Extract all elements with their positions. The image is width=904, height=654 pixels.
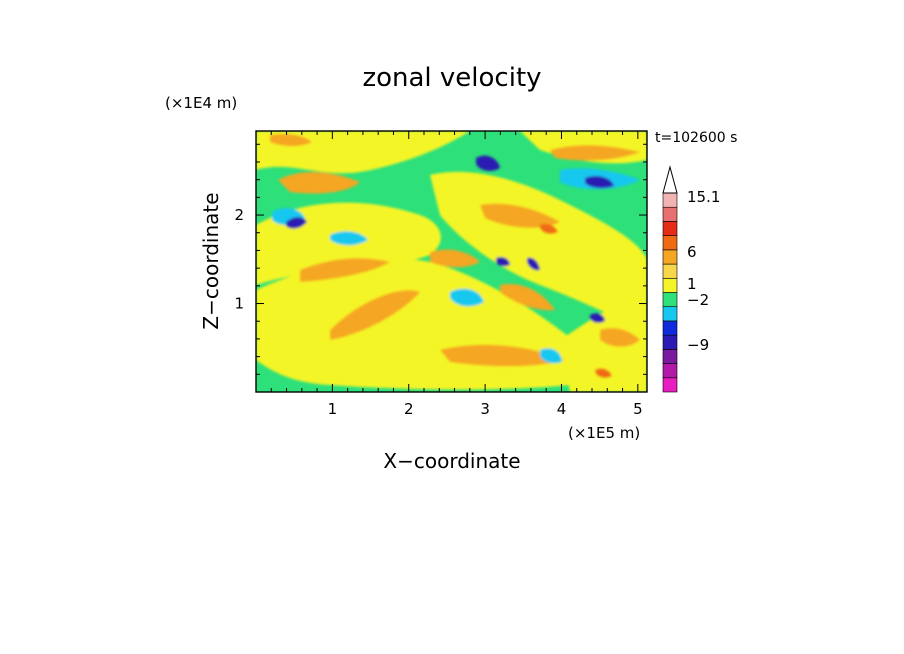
plot-frame [255, 130, 648, 393]
colorbar-tick-label: −2 [687, 291, 709, 309]
contour-blue [476, 155, 500, 171]
contour-blue [585, 175, 614, 189]
contour-blue [590, 313, 605, 323]
contour-cyan [450, 288, 484, 307]
colorbar-tick-label: −9 [687, 336, 709, 354]
colorbar-swatch [662, 221, 678, 236]
colorbar-swatch [662, 320, 678, 336]
time-label: t=102600 s [655, 130, 737, 146]
y-unit-label: (×1E4 m) [165, 94, 237, 112]
x-tick-label: 4 [557, 400, 567, 418]
plot-area [256, 131, 647, 392]
colorbar-swatch [662, 249, 678, 265]
contour-red [540, 223, 558, 234]
chart-title: zonal velocity [362, 63, 541, 93]
y-tick-label: 1 [234, 295, 244, 313]
contour-blue [527, 257, 540, 271]
contour-orange [278, 171, 360, 194]
colorbar-swatch [662, 377, 678, 393]
contour-orange [500, 284, 555, 311]
axes: 1 2 3 4 5 1 2 [234, 131, 647, 418]
colorbar-swatch [662, 263, 678, 279]
colorbar-tick-label: 6 [687, 243, 697, 261]
colorbar-swatch [662, 306, 678, 322]
colorbar-swatch [662, 277, 678, 293]
colorbar: 15.1 6 1−2 −9 [662, 165, 720, 393]
contour-orange [480, 203, 560, 228]
colorbar-tick-label: 15.1 [687, 188, 720, 206]
contour-orange [550, 145, 640, 161]
contour-orange [330, 290, 420, 340]
x-tick-label: 1 [328, 400, 338, 418]
colorbar-swatch [662, 235, 678, 251]
colorbar-swatch [662, 206, 678, 222]
contour-cyan [330, 231, 368, 246]
contour-blue [496, 256, 510, 267]
colorbar-swatch [662, 334, 678, 350]
contour-orange [270, 133, 312, 147]
field-contours [256, 131, 647, 392]
colorbar-extend-arrow [662, 165, 678, 194]
contour-blue [286, 217, 307, 229]
colorbar-tick-label: 1 [687, 275, 697, 293]
contour-cyan [540, 348, 562, 364]
x-unit-label: (×1E5 m) [568, 424, 640, 442]
colorbar-swatch [662, 349, 678, 364]
contour-orange [600, 328, 640, 347]
colorbar-swatch [662, 192, 678, 208]
x-tick-label: 5 [633, 400, 643, 418]
contour-orange [430, 249, 480, 268]
y-tick-label: 2 [234, 206, 244, 224]
colorbar-swatch [662, 292, 678, 308]
y-axis-label: Z−coordinate [199, 192, 223, 329]
contour-orange [300, 258, 390, 282]
contour-orange [440, 344, 565, 367]
x-tick-label: 2 [404, 400, 414, 418]
x-axis-label: X−coordinate [383, 449, 520, 473]
colorbar-swatch [662, 363, 678, 379]
x-tick-label: 3 [480, 400, 490, 418]
contour-red [595, 368, 612, 378]
